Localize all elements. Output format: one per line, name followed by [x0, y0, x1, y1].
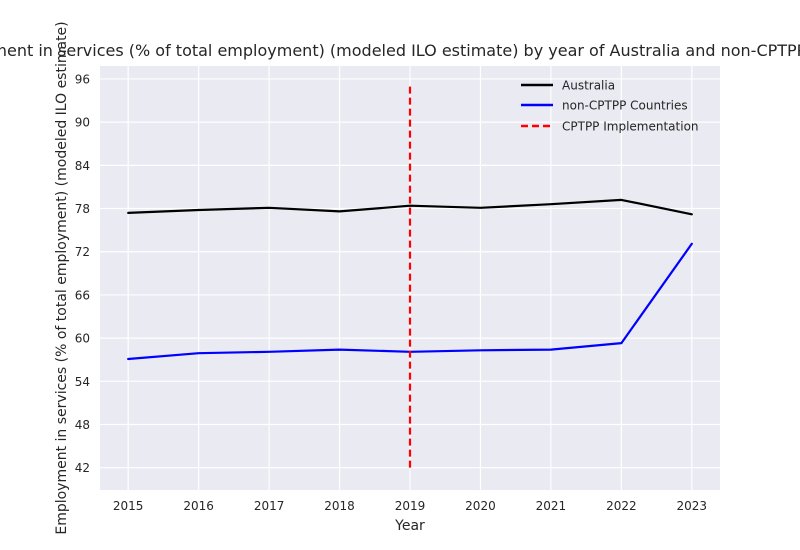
x-tick-label: 2016	[183, 499, 214, 513]
x-tick-label: 2019	[395, 499, 426, 513]
x-tick-label: 2015	[113, 499, 144, 513]
legend-label-australia: Australia	[562, 79, 615, 93]
y-tick-label: 54	[75, 375, 90, 389]
legend-label-non-cptpp: non-CPTPP Countries	[562, 99, 688, 113]
y-tick-label: 78	[75, 202, 90, 216]
y-tick-label: 96	[75, 72, 90, 86]
series-line-australia	[127, 198, 693, 216]
x-tick-label: 2023	[677, 499, 708, 513]
x-tick-label: 2021	[536, 499, 567, 513]
y-tick-label: 72	[75, 245, 90, 259]
x-tick-label: 2020	[465, 499, 496, 513]
y-axis-label: Employment in services (% of total emplo…	[54, 21, 70, 534]
y-tick-label: 60	[75, 332, 90, 346]
series-layer	[127, 86, 693, 468]
chart-title: Employment in services (% of total emplo…	[0, 41, 800, 60]
x-axis-label: Year	[394, 518, 425, 534]
y-tick-label: 90	[75, 116, 90, 130]
y-tick-label: 84	[75, 159, 90, 173]
y-tick-label: 66	[75, 288, 90, 302]
x-tick-label: 2017	[254, 499, 285, 513]
x-tick-label: 2022	[606, 499, 637, 513]
y-tick-label: 42	[75, 461, 90, 475]
legend: Australia non-CPTPP Countries CPTPP Impl…	[521, 79, 699, 134]
ticks: 42 48 54 60 66 72 78 84 90 96 2015 2016 2017 2018 2019…	[75, 72, 707, 513]
x-tick-label: 2018	[324, 499, 355, 513]
y-tick-label: 48	[75, 418, 90, 432]
legend-label-cptpp-implementation: CPTPP Implementation	[562, 120, 699, 134]
